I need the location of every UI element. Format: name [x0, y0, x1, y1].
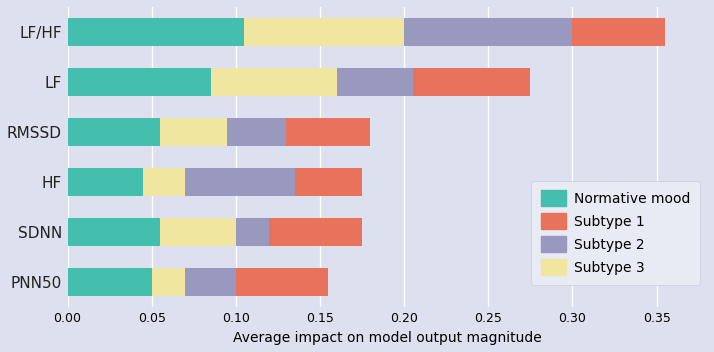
- Bar: [144, 168, 186, 196]
- X-axis label: Average impact on model output magnitude: Average impact on model output magnitude: [233, 331, 542, 345]
- Bar: [244, 18, 404, 46]
- Bar: [404, 18, 573, 46]
- Bar: [186, 268, 236, 296]
- Bar: [573, 18, 665, 46]
- Bar: [186, 168, 295, 196]
- Bar: [68, 218, 160, 246]
- Bar: [211, 68, 337, 96]
- Bar: [227, 118, 286, 146]
- Bar: [286, 118, 371, 146]
- Bar: [337, 68, 413, 96]
- Bar: [151, 268, 186, 296]
- Bar: [269, 218, 362, 246]
- Bar: [413, 68, 531, 96]
- Bar: [68, 168, 144, 196]
- Bar: [236, 268, 328, 296]
- Bar: [68, 118, 160, 146]
- Bar: [160, 218, 236, 246]
- Bar: [68, 268, 151, 296]
- Legend: Normative mood, Subtype 1, Subtype 2, Subtype 3: Normative mood, Subtype 1, Subtype 2, Su…: [531, 181, 700, 285]
- Bar: [160, 118, 227, 146]
- Bar: [236, 218, 269, 246]
- Bar: [68, 18, 244, 46]
- Bar: [295, 168, 362, 196]
- Bar: [68, 68, 211, 96]
